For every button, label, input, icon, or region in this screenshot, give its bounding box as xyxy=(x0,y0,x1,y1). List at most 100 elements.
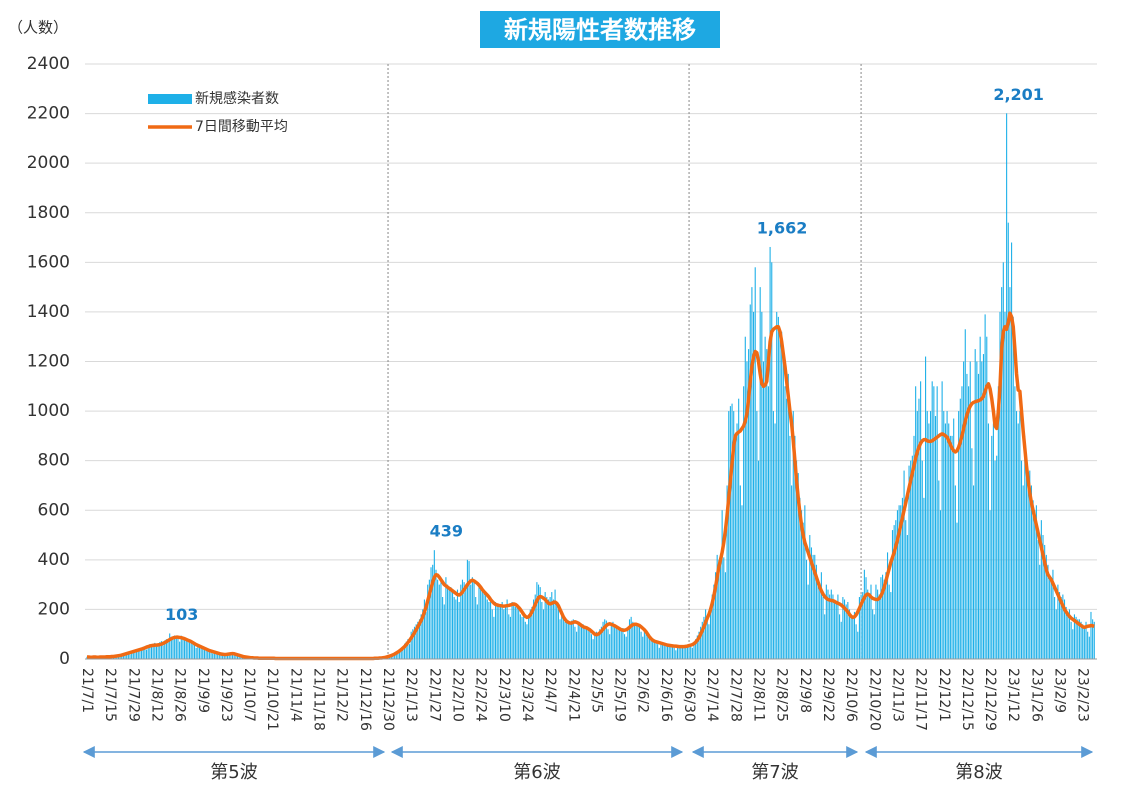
bar xyxy=(723,557,725,659)
bar xyxy=(542,609,545,659)
bar xyxy=(668,645,670,659)
bar xyxy=(738,398,740,659)
bar xyxy=(448,589,450,659)
bar xyxy=(653,641,655,659)
bar xyxy=(599,629,601,659)
bar xyxy=(797,473,799,659)
bar xyxy=(956,522,958,659)
bar xyxy=(824,614,826,659)
bar xyxy=(918,398,920,659)
bar xyxy=(188,642,191,659)
bar xyxy=(438,584,440,659)
bar xyxy=(807,584,809,659)
bar xyxy=(1020,460,1023,659)
bar xyxy=(488,601,490,659)
x-tick-label: 22/4/7 xyxy=(542,668,558,713)
bar xyxy=(751,287,753,659)
x-tick-label: 21/12/2 xyxy=(334,668,350,722)
bar xyxy=(1077,619,1079,659)
bar xyxy=(625,636,627,659)
x-tick-label: 21/7/29 xyxy=(125,668,141,722)
y-tick-label: 2200 xyxy=(27,104,70,124)
x-tick-label: 23/2/23 xyxy=(1075,668,1091,722)
bar xyxy=(539,587,541,659)
bar xyxy=(840,621,842,659)
bar xyxy=(1082,624,1084,659)
bar xyxy=(791,485,793,659)
bar xyxy=(155,646,158,659)
y-tick-label: 600 xyxy=(38,500,70,520)
bar xyxy=(537,584,540,659)
bar xyxy=(506,599,508,659)
bar xyxy=(172,639,174,659)
bar xyxy=(423,599,425,659)
bar xyxy=(551,592,553,659)
bar xyxy=(872,609,874,659)
bar xyxy=(893,525,895,659)
x-tick-label: 21/8/26 xyxy=(172,668,188,722)
bar xyxy=(571,620,573,659)
bar xyxy=(943,411,945,659)
bar xyxy=(946,411,948,659)
bar xyxy=(407,639,409,659)
bar xyxy=(815,564,817,659)
bar xyxy=(447,584,449,659)
bar xyxy=(200,647,202,659)
bar xyxy=(670,646,672,659)
bar xyxy=(839,614,841,659)
x-tick-label: 22/3/24 xyxy=(519,668,535,722)
x-tick-label: 21/9/9 xyxy=(195,668,211,713)
bar xyxy=(789,435,791,659)
x-tick-label: 22/4/21 xyxy=(565,668,581,722)
bar xyxy=(584,626,586,659)
bar xyxy=(814,554,816,659)
bar xyxy=(908,465,910,659)
bar xyxy=(628,619,631,659)
bar xyxy=(663,644,665,659)
bar xyxy=(926,411,928,659)
bar xyxy=(144,648,146,659)
bar xyxy=(658,647,660,659)
bar xyxy=(622,628,624,659)
bar xyxy=(827,589,829,659)
bar xyxy=(772,411,774,659)
bar xyxy=(473,579,475,659)
x-tick-label: 22/6/16 xyxy=(658,668,674,722)
x-tick-label: 22/6/2 xyxy=(635,668,651,713)
bar xyxy=(145,649,148,659)
bar xyxy=(129,654,131,659)
bar xyxy=(1037,540,1039,659)
x-tick-label: 22/9/22 xyxy=(820,668,836,722)
bar xyxy=(969,361,971,659)
bar xyxy=(137,649,139,659)
bar xyxy=(1062,594,1064,659)
x-tick-label: 22/3/10 xyxy=(496,668,512,722)
bar xyxy=(233,654,235,659)
bar xyxy=(503,609,505,659)
bar xyxy=(461,579,464,659)
bar xyxy=(533,599,535,659)
bar xyxy=(655,641,657,659)
bar xyxy=(134,650,136,659)
bar xyxy=(690,646,692,659)
bar xyxy=(624,634,626,659)
bar xyxy=(733,411,735,659)
bar xyxy=(132,651,134,659)
bar xyxy=(556,601,558,659)
x-tick-label: 22/1/27 xyxy=(426,668,442,722)
bar xyxy=(152,643,154,659)
bar xyxy=(1052,569,1054,659)
bar xyxy=(820,572,822,659)
bar xyxy=(1029,470,1031,659)
bar xyxy=(896,510,899,659)
bar xyxy=(951,435,953,659)
bar xyxy=(1047,564,1049,659)
bar xyxy=(185,637,187,659)
x-tick-label: 21/8/12 xyxy=(148,668,164,722)
bar xyxy=(1006,113,1008,659)
bar xyxy=(796,460,798,659)
bar xyxy=(981,361,983,659)
x-tick-label: 22/1/13 xyxy=(403,668,419,722)
bar xyxy=(567,621,569,659)
